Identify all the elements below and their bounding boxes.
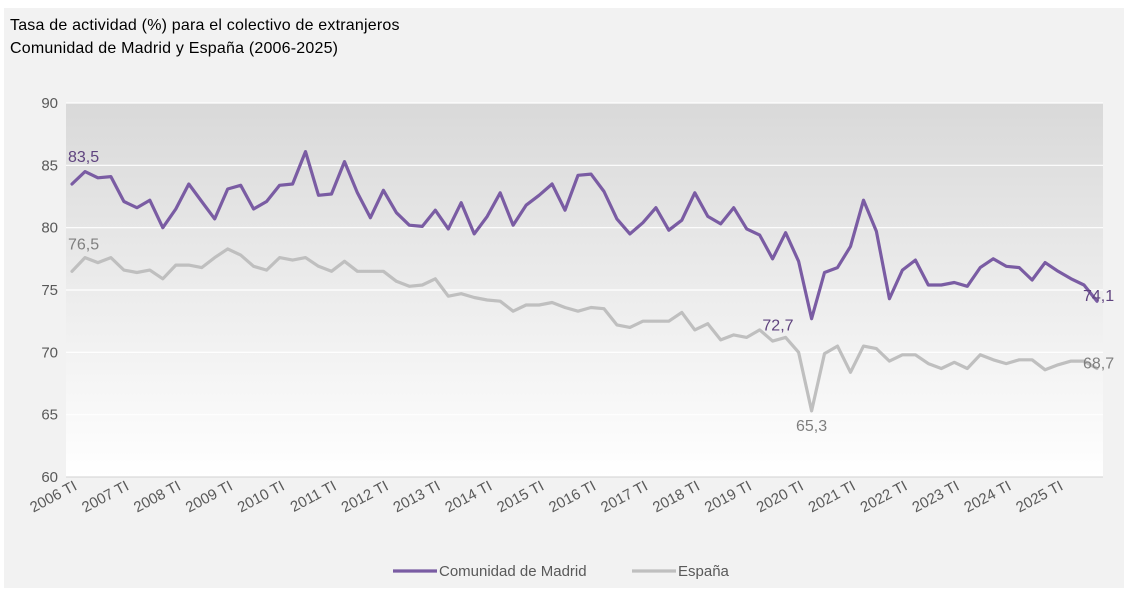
legend-label: Comunidad de Madrid [439, 563, 587, 580]
data-label: 65,3 [796, 418, 827, 435]
series-line-madrid [70, 150, 1099, 321]
x-tick-label: 2022 TI [858, 478, 911, 517]
data-label: 68,7 [1083, 356, 1114, 373]
series-lines [70, 150, 1099, 413]
x-tick-label: 2016 TI [546, 478, 599, 517]
legend-label: España [678, 563, 730, 580]
data-labels: 83,5 72,7 74,1 76,5 65,3 68,7 [68, 149, 1114, 435]
x-tick-label: 2010 TI [235, 478, 288, 517]
y-tick-label: 60 [41, 469, 58, 486]
x-tick-label: 2018 TI [650, 478, 703, 517]
y-tick-label: 65 [41, 407, 58, 424]
legend: Comunidad de Madrid España [393, 563, 730, 580]
y-tick-label: 85 [41, 157, 58, 174]
x-tick-label: 2014 TI [442, 478, 495, 517]
x-tick-label: 2023 TI [909, 478, 962, 517]
data-label: 76,5 [68, 236, 99, 253]
x-tick-label: 2024 TI [961, 478, 1014, 517]
x-tick-label: 2009 TI [183, 478, 236, 517]
x-tick-label: 2012 TI [339, 478, 392, 517]
x-tick-label: 2017 TI [598, 478, 651, 517]
data-label: 74,1 [1083, 288, 1114, 305]
x-tick-label: 2020 TI [754, 478, 807, 517]
x-tick-label: 2025 TI [1013, 478, 1066, 517]
data-label: 72,7 [762, 318, 793, 335]
x-tick-label: 2007 TI [79, 478, 132, 517]
series-line-espana [70, 247, 1099, 413]
chart-subtitle: Comunidad de Madrid y España (2006-2025) [10, 40, 339, 57]
x-tick-label: 2013 TI [391, 478, 444, 517]
y-tick-label: 75 [41, 282, 58, 299]
x-tick-label: 2011 TI [288, 478, 340, 516]
data-label: 83,5 [68, 149, 99, 166]
x-axis-ticks: 2006 TI 2007 TI 2008 TI 2009 TI 2010 TI 2011 … [27, 478, 1066, 517]
y-tick-label: 90 [41, 95, 58, 112]
chart-title: Tasa de actividad (%) para el colectivo … [10, 17, 400, 34]
x-tick-label: 2021 TI [806, 478, 859, 517]
y-axis-ticks: 60 65 70 75 80 85 90 [41, 95, 58, 486]
x-tick-label: 2019 TI [702, 478, 755, 517]
y-tick-label: 70 [41, 344, 58, 361]
y-tick-label: 80 [41, 220, 58, 237]
x-tick-label: 2015 TI [494, 478, 547, 517]
gridlines [66, 102, 1103, 478]
x-tick-label: 2008 TI [131, 478, 184, 517]
